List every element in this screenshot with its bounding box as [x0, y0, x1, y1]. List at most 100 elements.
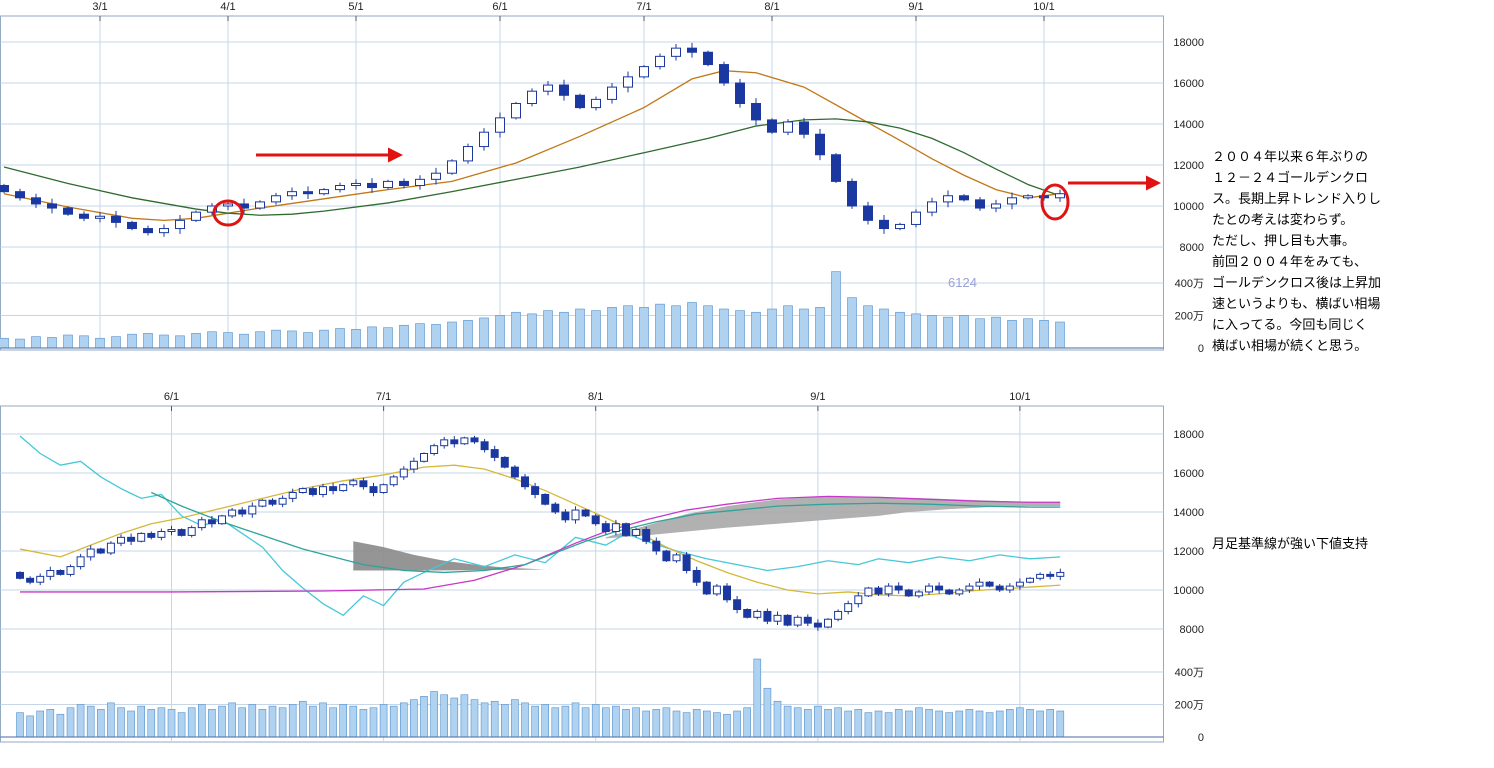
volume-bar [238, 707, 246, 738]
candle-up [955, 589, 964, 595]
volume-bar [303, 332, 313, 349]
candle-down [682, 554, 691, 571]
candle-up [824, 618, 832, 628]
volume-bar [943, 316, 953, 349]
volume-bar [431, 324, 441, 349]
volume-bar [703, 305, 713, 349]
volume-bar [682, 712, 691, 738]
volume-bar [369, 707, 378, 738]
volume-axis-label: 200万 [1175, 700, 1204, 712]
candle-up [884, 585, 893, 595]
volume-bar [191, 333, 201, 349]
volume-bar [430, 691, 438, 738]
volume-bar [1056, 710, 1065, 738]
candle-up [159, 228, 169, 234]
volume-bar [79, 335, 89, 349]
volume-bar [559, 311, 569, 349]
candle-up [571, 509, 580, 521]
candle-up [1026, 577, 1034, 583]
candle-up [46, 570, 55, 577]
volume-bar [543, 310, 553, 349]
volume-bar [642, 710, 651, 738]
candle-down [510, 466, 519, 478]
volume-bar [911, 313, 921, 349]
volume-bar [672, 710, 681, 738]
candle-up [409, 460, 418, 470]
candle-down [15, 191, 25, 199]
candle-up [191, 211, 201, 221]
volume-bar [470, 699, 479, 738]
volume-bar [662, 707, 671, 738]
volume-bar [1055, 321, 1065, 349]
volume-bar [702, 710, 711, 738]
volume-bar [410, 699, 418, 738]
volume-bar [268, 705, 277, 738]
volume-bar [894, 709, 903, 738]
volume-bar [159, 334, 169, 349]
candle-down [79, 213, 89, 219]
candle-up [76, 556, 85, 568]
candle-up [914, 591, 923, 597]
candle-down [303, 191, 313, 195]
volume-bar [367, 326, 377, 349]
candle-up [287, 191, 297, 197]
candle-down [662, 550, 671, 562]
volume-bar [415, 323, 425, 349]
candle-down [703, 51, 713, 66]
volume-bar [945, 712, 954, 738]
candle-down [751, 103, 761, 121]
volume-bar [255, 331, 265, 349]
candles [0, 42, 1065, 237]
volume-bar [767, 308, 777, 349]
volume-bar [175, 335, 185, 349]
price-axis-label: 16000 [1173, 78, 1204, 90]
volume-bar [379, 704, 388, 738]
volume-bar [743, 707, 752, 738]
candle-up [95, 215, 105, 219]
volume-bar [463, 320, 473, 349]
volume-bar [814, 705, 822, 738]
candle-down [733, 599, 742, 610]
volume-bar [511, 311, 521, 349]
candle-up [335, 185, 345, 191]
candle-up [671, 47, 681, 57]
volume-bar [581, 707, 590, 738]
volume-bar [339, 704, 348, 738]
candle-down [863, 205, 873, 221]
volume-bar [1023, 318, 1033, 349]
volume-bar [955, 710, 964, 738]
candle-up [117, 536, 125, 544]
volume-bar [612, 705, 620, 738]
volume-bar [879, 308, 889, 349]
volume-bar [287, 330, 297, 349]
volume-bar [309, 705, 317, 738]
volume-bar [571, 702, 580, 738]
volume-axis-label: 400万 [1175, 667, 1204, 679]
volume-bar [0, 337, 9, 349]
candle-down [622, 523, 630, 536]
candle-up [623, 76, 633, 88]
candle-down [111, 215, 121, 223]
candle-up [278, 497, 287, 505]
volume-bar [847, 297, 857, 349]
volume-axis-label: 0 [1198, 343, 1204, 355]
candle-up [399, 468, 408, 478]
candle-up [543, 84, 553, 92]
candle-up [1055, 193, 1065, 199]
volume-bar [863, 305, 873, 349]
candle-down [96, 548, 105, 554]
candle-up [773, 614, 782, 622]
candle-down [799, 121, 809, 135]
volume-bar [591, 704, 600, 738]
candle-up [672, 554, 681, 562]
volume-bar [622, 709, 630, 738]
date-axis-label: 8/1 [588, 391, 603, 403]
volume-bar [86, 705, 95, 738]
candle-up [157, 531, 166, 538]
volume-bar [773, 700, 782, 738]
volume-bar [831, 271, 841, 349]
candle-down [490, 449, 499, 458]
volume-bar [447, 321, 457, 349]
candle-up [36, 575, 45, 583]
date-axis-label: 6/1 [164, 391, 179, 403]
